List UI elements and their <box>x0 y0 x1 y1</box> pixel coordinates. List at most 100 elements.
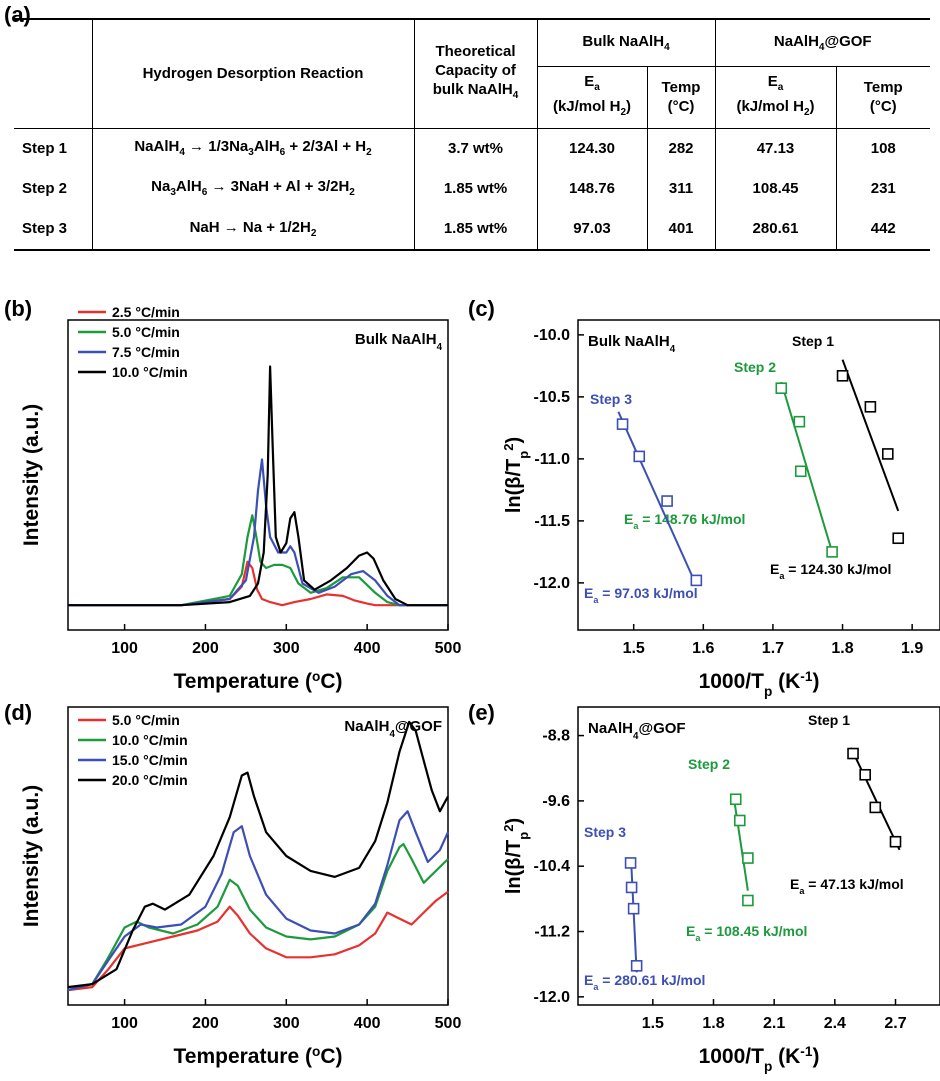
series-line <box>68 514 448 607</box>
data-point <box>864 401 877 413</box>
data-point <box>859 768 871 781</box>
cell-bulk-ea: 148.76 <box>536 168 647 208</box>
data-point <box>794 465 807 478</box>
chart-d-dsc: 100 200 300 400 500 Temperature (oC) Intensity… <box>20 706 462 1068</box>
x-tick-label: 1.5 <box>642 1015 664 1032</box>
data-point <box>627 902 640 915</box>
y-tick-label: -12.0 <box>534 989 571 1006</box>
x-tick-label: 500 <box>435 640 462 657</box>
x-tick-label: 300 <box>273 640 300 657</box>
x-tick-label: 100 <box>111 640 138 657</box>
x-tick-label: 1.6 <box>692 640 714 657</box>
cell-gof-ea: 108.45 <box>714 168 836 208</box>
x-tick-label: 1.7 <box>762 640 784 657</box>
chart-e-kissinger: 1.5 1.8 2.1 2.4 2.7 -8.8 -9.6 -10.4 -11.2 -12.0 10… <box>501 706 940 1074</box>
cell-gof-temp: 108 <box>835 128 930 168</box>
y-tick-label: -11.2 <box>534 924 570 941</box>
y-tick-label: -11.5 <box>534 513 570 530</box>
desorption-table: Hydrogen Desorption Reaction Theoretical… <box>14 18 930 251</box>
x-tick-label: 1.8 <box>831 640 853 657</box>
cell-capacity: 1.85 wt% <box>413 208 537 250</box>
data-point <box>889 835 902 848</box>
x-tick-label: 500 <box>435 1015 462 1032</box>
x-tick-label: 200 <box>192 640 219 657</box>
legend-label: 7.5 °C/min <box>112 344 180 360</box>
panel-label-d: (d) <box>4 700 33 725</box>
header-capacity: Theoretical Capacity of bulk NaAlH4 <box>413 19 537 129</box>
y-tick-label: -11.0 <box>534 451 570 468</box>
data-point <box>775 382 788 394</box>
data-point <box>826 546 838 558</box>
legend-label: 20.0 °C/min <box>112 772 188 788</box>
chart-b-dsc: 100 200 300 400 500 Temperature (oC) Intensity… <box>20 304 462 694</box>
series-line <box>68 458 448 607</box>
y-tick-label: -12.0 <box>534 575 571 592</box>
chart-annotation: NaAlH4@GOF <box>588 720 686 742</box>
x-tick-label: 1.5 <box>623 640 645 657</box>
header-bulk-ea: Ea (kJ/mol H2) <box>536 66 647 129</box>
x-tick-label: 2.7 <box>884 1015 906 1032</box>
series-line <box>67 843 449 992</box>
cell-bulk-temp: 311 <box>646 168 715 208</box>
data-point <box>633 450 646 463</box>
ea-label: Ea = 280.61 kJ/mol <box>584 972 705 992</box>
x-tick-label: 1.9 <box>901 640 923 657</box>
data-point <box>881 448 894 460</box>
panel-label-c: (c) <box>468 296 495 321</box>
header-bulk-temp: Temp (°C) <box>646 66 715 129</box>
cell-step: Step 1 <box>22 139 68 157</box>
cell-reaction: NaAlH4 → 1/3Na3AlH6 + 2/3Al + H2 <box>91 128 414 168</box>
header-bulk: Bulk NaAlH4 <box>536 19 715 67</box>
plot-frame <box>67 706 449 1006</box>
y-axis-label: Intensity (a.u.) <box>20 785 43 927</box>
table-row: Step 1 NaAlH4 → 1/3Na3AlH6 + 2/3Al + H2 … <box>14 128 930 168</box>
legend-label: 2.5 °C/min <box>112 304 180 320</box>
x-tick-label: 400 <box>354 1015 381 1032</box>
data-point <box>793 415 806 428</box>
legend-label: 5.0 °C/min <box>112 712 180 728</box>
x-tick-label: 300 <box>273 1015 300 1032</box>
cell-bulk-temp: 401 <box>646 208 715 250</box>
header-gof: NaAlH4@GOF <box>714 19 930 67</box>
series-line <box>67 720 449 989</box>
x-axis-label: Temperature (oC) <box>174 669 343 694</box>
data-point <box>630 960 643 972</box>
fit-line <box>780 381 834 553</box>
y-tick-label: -10.4 <box>534 858 571 875</box>
cell-reaction: Na3AlH6 → 3NaH + Al + 3/2H2 <box>91 168 414 208</box>
y-axis-label: ln(β/Tp2) <box>501 818 531 894</box>
data-point <box>690 574 703 587</box>
cell-gof-ea: 280.61 <box>714 208 836 250</box>
plot-frame <box>577 706 940 1006</box>
x-tick-label: 2.4 <box>824 1015 846 1032</box>
cell-gof-ea: 47.13 <box>714 128 836 168</box>
series-line <box>68 365 448 607</box>
header-gof-ea: Ea (kJ/mol H2) <box>714 66 836 129</box>
chart-annotation: Bulk NaAlH4 <box>588 333 676 355</box>
plot-frame <box>577 319 940 631</box>
chart-c-kissinger: 1.5 1.6 1.7 1.8 1.9 -10.0 -10.5 -11.0 -11.5 -12.0… <box>501 319 940 699</box>
data-point <box>836 370 849 382</box>
ea-label: Ea = 148.76 kJ/mol <box>624 511 745 531</box>
fit-line <box>732 796 749 891</box>
step-label: Step 3 <box>584 824 626 840</box>
x-tick-label: 100 <box>111 1015 138 1032</box>
y-tick-label: -9.6 <box>542 793 570 810</box>
fit-line <box>841 359 900 512</box>
data-point <box>624 857 637 869</box>
ea-label: Ea = 97.03 kJ/mol <box>584 585 698 605</box>
data-point <box>729 793 742 806</box>
cell-step: Step 3 <box>22 220 68 237</box>
chart-annotation: Bulk NaAlH4 <box>355 331 443 353</box>
panel-label-b: (b) <box>4 296 33 321</box>
cell-gof-temp: 442 <box>835 208 930 250</box>
y-tick-label: -10.0 <box>534 327 571 344</box>
step-label: Step 1 <box>792 333 834 349</box>
data-point <box>625 881 638 894</box>
x-tick-label: 2.1 <box>763 1015 785 1032</box>
table-row: Step 3 NaH → Na + 1/2H2 1.85 wt% 97.03 4… <box>14 208 930 250</box>
data-point <box>733 814 746 827</box>
cell-bulk-ea: 124.30 <box>536 128 647 168</box>
data-point <box>616 418 629 430</box>
data-point <box>742 894 754 907</box>
